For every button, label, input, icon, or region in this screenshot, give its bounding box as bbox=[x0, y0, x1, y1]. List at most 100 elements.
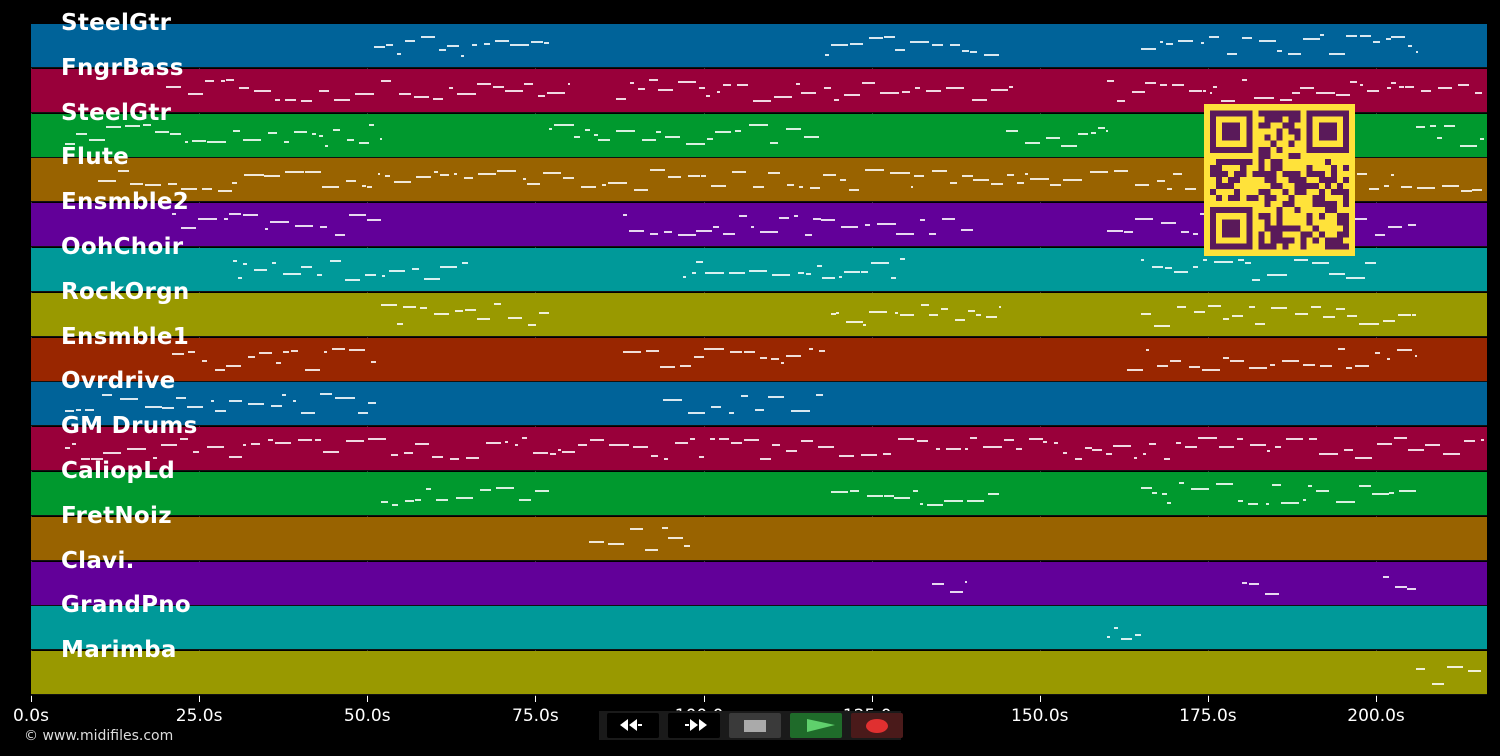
track-lane[interactable] bbox=[31, 516, 1487, 561]
note-mark bbox=[242, 444, 246, 447]
track-lane[interactable] bbox=[31, 606, 1487, 651]
note-mark bbox=[449, 86, 453, 89]
note-mark bbox=[1407, 44, 1413, 47]
track-lane[interactable] bbox=[31, 561, 1487, 606]
note-mark bbox=[1443, 452, 1460, 455]
note-mark bbox=[729, 272, 745, 275]
note-mark bbox=[1192, 265, 1198, 268]
note-mark bbox=[820, 219, 835, 222]
note-mark bbox=[434, 312, 449, 315]
note-mark bbox=[1294, 258, 1309, 261]
note-mark bbox=[890, 172, 910, 175]
track-name: FretNoiz bbox=[61, 502, 172, 529]
note-mark bbox=[838, 454, 855, 457]
track-lane[interactable] bbox=[31, 427, 1487, 472]
note-mark bbox=[392, 503, 399, 506]
note-mark bbox=[433, 170, 439, 173]
note-mark bbox=[836, 312, 840, 315]
record-button[interactable] bbox=[851, 713, 903, 738]
stop-icon bbox=[744, 720, 766, 732]
track-lane[interactable] bbox=[31, 337, 1487, 382]
note-mark bbox=[810, 186, 820, 189]
note-mark bbox=[259, 351, 272, 354]
note-mark bbox=[549, 452, 556, 455]
note-mark bbox=[849, 490, 860, 492]
note-mark bbox=[510, 43, 530, 46]
note-mark bbox=[641, 139, 656, 142]
note-mark bbox=[1281, 502, 1300, 505]
note-mark bbox=[1286, 438, 1303, 441]
note-mark bbox=[285, 170, 304, 173]
note-mark bbox=[283, 350, 289, 353]
note-mark bbox=[421, 35, 436, 38]
note-mark bbox=[1249, 443, 1266, 446]
track-lane[interactable] bbox=[31, 292, 1487, 337]
note-mark bbox=[976, 313, 981, 316]
note-mark bbox=[1220, 99, 1235, 102]
rewind-button[interactable] bbox=[607, 713, 659, 738]
note-mark bbox=[1411, 314, 1417, 317]
note-mark bbox=[884, 35, 895, 38]
note-mark bbox=[242, 138, 261, 141]
note-mark bbox=[557, 449, 561, 452]
note-mark bbox=[247, 355, 255, 358]
note-mark bbox=[1193, 232, 1199, 235]
note-mark bbox=[1016, 182, 1024, 185]
note-mark bbox=[1383, 184, 1389, 187]
note-mark bbox=[1063, 452, 1067, 455]
note-mark bbox=[479, 489, 492, 492]
note-mark bbox=[964, 448, 968, 451]
note-mark bbox=[543, 172, 562, 175]
play-button[interactable] bbox=[790, 713, 842, 738]
note-mark bbox=[1393, 437, 1407, 440]
note-mark bbox=[1123, 230, 1133, 233]
note-mark bbox=[243, 213, 258, 216]
note-mark bbox=[432, 456, 444, 459]
note-mark bbox=[143, 123, 151, 126]
tick-mark bbox=[535, 696, 537, 702]
note-mark bbox=[988, 493, 1000, 496]
track-lane[interactable] bbox=[31, 472, 1487, 516]
track-lane[interactable] bbox=[31, 651, 1487, 696]
note-mark bbox=[373, 46, 385, 49]
note-mark bbox=[801, 439, 813, 442]
track-name: Ensmble1 bbox=[61, 323, 190, 350]
stop-button[interactable] bbox=[729, 713, 781, 738]
note-mark bbox=[780, 361, 784, 364]
note-mark bbox=[824, 54, 829, 57]
note-mark bbox=[242, 262, 248, 265]
note-mark bbox=[412, 268, 419, 271]
note-mark bbox=[554, 123, 574, 126]
note-mark bbox=[162, 407, 174, 410]
note-mark bbox=[301, 100, 312, 103]
note-mark bbox=[414, 499, 422, 502]
note-mark bbox=[753, 185, 765, 188]
note-mark bbox=[1219, 446, 1234, 449]
track-lane[interactable] bbox=[31, 382, 1487, 427]
note-mark bbox=[630, 82, 635, 85]
note-mark bbox=[486, 441, 501, 444]
note-mark bbox=[755, 408, 765, 411]
note-mark bbox=[425, 488, 431, 491]
note-mark bbox=[883, 452, 892, 455]
track-lane[interactable] bbox=[31, 24, 1487, 68]
tick-mark bbox=[367, 696, 369, 702]
note-mark bbox=[1197, 437, 1218, 440]
note-mark bbox=[1006, 173, 1014, 176]
note-mark bbox=[717, 90, 721, 93]
note-mark bbox=[1337, 347, 1345, 350]
note-mark bbox=[921, 304, 929, 307]
fast-forward-button[interactable] bbox=[668, 713, 720, 738]
note-mark bbox=[663, 399, 682, 402]
note-mark bbox=[1416, 125, 1425, 128]
note-mark bbox=[848, 189, 860, 192]
rewind-icon bbox=[620, 719, 642, 731]
note-mark bbox=[193, 450, 200, 453]
note-mark bbox=[649, 168, 666, 171]
note-mark bbox=[274, 98, 280, 101]
note-mark bbox=[1074, 458, 1083, 460]
note-mark bbox=[990, 88, 1009, 91]
note-mark bbox=[210, 399, 214, 402]
note-mark bbox=[461, 261, 469, 264]
tick-mark bbox=[1207, 696, 1209, 702]
